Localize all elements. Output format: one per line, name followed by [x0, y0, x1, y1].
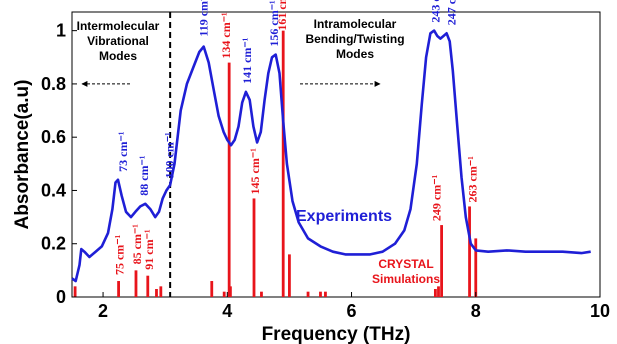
x-tick-label-3: 6	[347, 301, 357, 321]
simulation-stick-10	[252, 198, 256, 297]
simulation-stick-7	[210, 281, 214, 297]
peak-label-14: 161 cm⁻¹	[275, 0, 289, 31]
simulation-stick-12	[260, 291, 263, 297]
region-2-line-3: Modes	[336, 47, 374, 61]
peak-label-9: 75 cm⁻¹	[113, 234, 127, 275]
simulation-stick-22	[474, 238, 478, 297]
peak-label-13: 145 cm⁻¹	[248, 148, 262, 195]
region-annotations: IntermolecularVibrationalModesIntramolec…	[77, 17, 405, 87]
x-tick-label-5: 10	[590, 301, 610, 321]
simulation-stick-4	[146, 275, 150, 297]
peak-labels: 73 cm⁻¹ 88 cm⁻¹ 100 cm⁻¹ 119 cm⁻¹ 141 cm⁻¹ 15…	[113, 0, 480, 275]
y-tick-label-3: 0.4	[41, 180, 66, 200]
simulation-stick-1	[73, 286, 77, 297]
peak-label-16: 263 cm⁻¹	[466, 156, 480, 203]
y-tick-label-6: 1	[56, 21, 66, 41]
peak-label-1: 73 cm⁻¹	[116, 131, 130, 172]
region-2-line-2: Bending/Twisting	[305, 32, 404, 46]
simulation-stick-18	[433, 289, 437, 297]
simulation-stick-21	[468, 206, 471, 297]
axes: 2 4 6 8 10 0 0.2 0.4 0.6 0.8 1 Frequency (THz) Absor…	[12, 21, 610, 344]
simulation-stick-6	[159, 286, 163, 297]
region-2-line-1: Intramolecular	[314, 17, 397, 31]
y-tick-label-5: 0.8	[41, 74, 66, 94]
y-tick-label-2: 0.2	[41, 234, 66, 254]
y-tick-label-4: 0.6	[41, 127, 66, 147]
peak-label-3: 100 cm⁻¹	[162, 132, 176, 179]
simulation-stick-3	[134, 270, 138, 297]
simulation-stick-20	[440, 225, 443, 297]
peak-label-8: 247 cm⁻¹	[445, 0, 459, 25]
x-axis-title: Frequency (THz)	[262, 324, 411, 344]
simulation-stick-2	[117, 281, 120, 297]
data-series	[71, 29, 591, 297]
peak-label-10: 85 cm⁻¹	[130, 224, 144, 265]
x-tick-label-2: 4	[222, 301, 232, 321]
plot-area-border	[71, 11, 601, 298]
simulation-series-label-line-1: CRYSTAL	[378, 257, 433, 271]
plot-frame	[71, 11, 601, 298]
simulation-stick-15	[306, 291, 310, 297]
peak-label-11: 91 cm⁻¹	[142, 229, 156, 270]
simulation-stick-5	[155, 289, 158, 297]
y-tick-label-1: 0	[56, 287, 66, 307]
region-1-line-3: Modes	[99, 49, 137, 63]
region-1-line-2: Vibrational	[87, 34, 149, 48]
simulation-stick-17	[324, 291, 327, 297]
simulation-series-label-line-2: Simulations	[372, 272, 440, 286]
peak-label-7: 243 cm⁻¹	[428, 0, 442, 23]
region-1-line-1: Intermolecular	[77, 19, 160, 33]
simulation-stick-11	[229, 286, 232, 297]
peak-label-5: 141 cm⁻¹	[240, 37, 254, 84]
experiments-series-label: Experiments	[296, 208, 392, 225]
simulation-stick-13	[281, 30, 285, 297]
x-tick-label-1: 2	[98, 301, 108, 321]
peak-label-2: 88 cm⁻¹	[137, 155, 151, 196]
peak-label-4: 119 cm⁻¹	[196, 0, 210, 37]
peak-label-6: 156 cm⁻¹	[267, 0, 281, 47]
x-tick-label-4: 8	[471, 301, 481, 321]
peak-label-15: 249 cm⁻¹	[430, 174, 444, 221]
simulation-stick-9	[227, 62, 231, 297]
simulation-stick-16	[319, 291, 322, 297]
y-axis-title: Absorbance(a.u)	[12, 80, 33, 230]
simulation-stick-19	[437, 286, 440, 297]
simulation-stick-8	[222, 291, 226, 297]
experiment-line	[71, 29, 591, 283]
peak-label-12: 134 cm⁻¹	[219, 12, 233, 59]
simulation-stick-14	[288, 254, 291, 297]
